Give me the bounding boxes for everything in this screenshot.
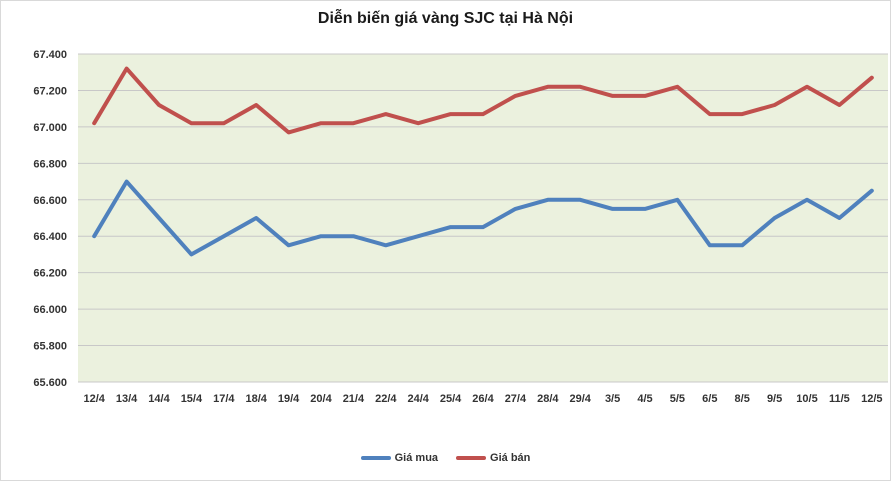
y-tick-label: 66.200	[33, 268, 67, 280]
y-tick-label: 66.600	[33, 195, 67, 207]
x-tick-label: 20/4	[310, 393, 332, 405]
x-tick-label: 5/5	[670, 393, 685, 405]
x-tick-label: 4/5	[637, 393, 652, 405]
x-tick-label: 25/4	[440, 393, 462, 405]
x-tick-label: 29/4	[569, 393, 591, 405]
y-tick-label: 67.200	[33, 85, 67, 97]
x-tick-label: 9/5	[767, 393, 782, 405]
y-tick-label: 65.800	[33, 341, 67, 353]
x-tick-label: 21/4	[343, 393, 365, 405]
plot-area	[78, 54, 888, 382]
x-tick-label: 22/4	[375, 393, 397, 405]
x-tick-label: 26/4	[472, 393, 494, 405]
x-tick-label: 12/4	[83, 393, 105, 405]
legend: Giá mua Giá bán	[0, 452, 891, 464]
legend-item-gia-mua: Giá mua	[360, 452, 439, 464]
x-tick-label: 3/5	[605, 393, 620, 405]
legend-swatch-gia-mua	[360, 456, 391, 460]
x-tick-label: 6/5	[702, 393, 717, 405]
legend-item-gia-ban: Giá bán	[456, 452, 530, 464]
legend-label-gia-ban: Giá bán	[490, 452, 531, 464]
y-tick-label: 67.000	[33, 122, 67, 134]
x-tick-label: 10/5	[796, 393, 817, 405]
x-tick-label: 17/4	[213, 393, 235, 405]
y-tick-label: 67.400	[33, 49, 67, 61]
series-line-gia-ban	[92, 66, 874, 135]
x-tick-label: 24/4	[407, 393, 429, 405]
x-tick-label: 14/4	[148, 393, 170, 405]
y-tick-label: 66.800	[33, 158, 67, 170]
legend-swatch-gia-ban	[456, 456, 487, 460]
x-tick-label: 28/4	[537, 393, 559, 405]
x-tick-label: 18/4	[245, 393, 267, 405]
x-tick-label: 13/4	[116, 393, 138, 405]
x-tick-label: 15/4	[181, 393, 203, 405]
y-tick-label: 66.000	[33, 304, 67, 316]
y-tick-label: 66.400	[33, 231, 67, 243]
y-tick-label: 65.600	[33, 377, 67, 389]
legend-label-gia-mua: Giá mua	[394, 452, 439, 464]
x-tick-label: 8/5	[735, 393, 750, 405]
series-line-gia-mua	[92, 179, 874, 257]
x-tick-label: 11/5	[829, 393, 850, 405]
x-tick-label: 12/5	[861, 393, 882, 405]
x-tick-label: 27/4	[505, 393, 527, 405]
x-tick-label: 19/4	[278, 393, 300, 405]
chart-title: Diễn biến giá vàng SJC tại Hà Nội	[317, 10, 574, 27]
